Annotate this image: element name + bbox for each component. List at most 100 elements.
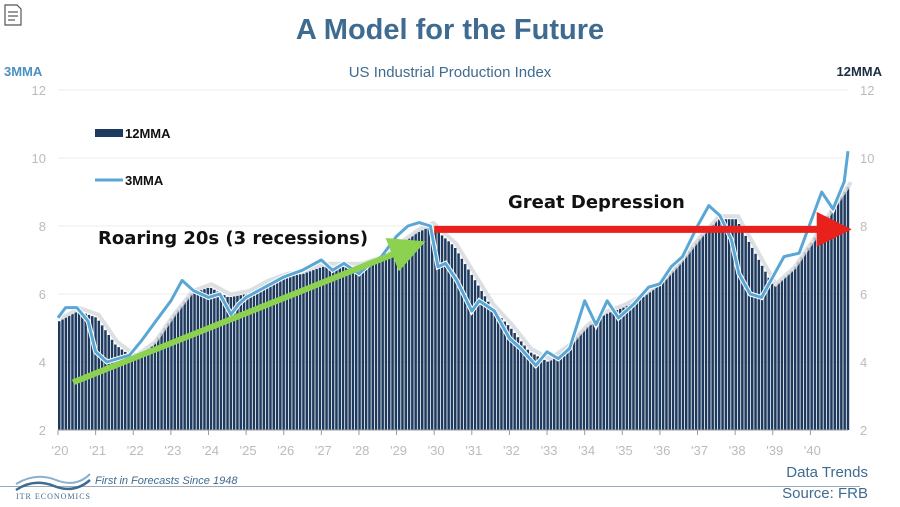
bar-12mma (572, 340, 576, 430)
bar-12mma (61, 319, 64, 430)
bar-12mma (817, 232, 820, 430)
bar-12mma (840, 196, 843, 430)
bar-12mma (190, 293, 193, 430)
bar-12mma (675, 267, 678, 430)
bar-12mma (658, 284, 662, 430)
bar-12mma (252, 290, 256, 430)
bar-12mma (671, 270, 675, 430)
bar-12mma (678, 263, 681, 430)
itr-logo-icon (15, 473, 91, 492)
xtick-label-6: '26 (277, 443, 294, 458)
xtick-label-8: '28 (352, 443, 369, 458)
bar-12mma (562, 350, 566, 430)
bar-12mma (846, 187, 850, 430)
bar-12mma (615, 310, 619, 430)
bar-12mma (635, 300, 638, 430)
bar-12mma (421, 230, 424, 430)
ytick-right-6: 6 (860, 287, 867, 302)
xtick-label-10: '30 (428, 443, 445, 458)
bar-12mma (325, 266, 328, 430)
bar-12mma (751, 247, 754, 430)
bar-12mma (757, 259, 761, 430)
bar-12mma (490, 307, 493, 430)
bar-12mma (770, 283, 774, 430)
green-arrow (71, 237, 426, 386)
bar-12mma (328, 266, 332, 430)
bar-12mma (727, 219, 731, 430)
footer-divider (0, 486, 860, 487)
bar-12mma (704, 231, 708, 430)
bar-12mma (209, 287, 213, 430)
bar-12mma (784, 277, 787, 430)
bar-12mma (800, 257, 803, 430)
bar-12mma (64, 317, 68, 430)
notes-icon[interactable] (4, 4, 22, 26)
bar-12mma (566, 348, 569, 430)
bar-12mma (450, 244, 454, 430)
ytick-right-8: 8 (860, 219, 867, 234)
bar-12mma (533, 354, 536, 430)
bar-12mma (694, 242, 698, 430)
legend-swatch-12mma (95, 129, 123, 137)
bar-12mma (605, 313, 609, 430)
bar-12mma (74, 312, 77, 430)
xtick-label-19: '39 (766, 443, 783, 458)
xtick-label-2: '22 (127, 443, 144, 458)
bar-12mma (269, 282, 272, 430)
bar-12mma (496, 314, 500, 430)
bar-12mma (793, 266, 797, 430)
bar-12mma (734, 219, 737, 430)
bar-12mma (302, 273, 305, 430)
xtick-label-14: '34 (578, 443, 595, 458)
bar-12mma (232, 296, 236, 430)
footer-data-trends: Data Trends (786, 464, 868, 481)
bar-12mma (652, 289, 655, 430)
bar-12mma (120, 349, 124, 430)
bar-12mma (183, 301, 186, 430)
legend-label-12mma: 12MMA (125, 126, 171, 141)
bar-12mma (282, 277, 285, 430)
bar-12mma (777, 283, 780, 430)
bar-12mma (437, 232, 440, 430)
bar-12mma (665, 278, 668, 430)
bar-12mma (440, 235, 444, 430)
bar-12mma (374, 261, 378, 430)
ytick-left-8: 8 (39, 219, 46, 234)
bar-12mma (348, 266, 351, 430)
bar-12mma (355, 266, 358, 430)
bar-12mma (681, 259, 685, 430)
bar-12mma (503, 321, 506, 430)
bars-12mma (58, 181, 853, 430)
xtick-label-3: '23 (164, 443, 181, 458)
bar-12mma (582, 330, 586, 430)
bar-12mma (586, 327, 589, 430)
bar-12mma (833, 206, 836, 430)
bar-12mma (229, 297, 233, 430)
bar-12mma (176, 310, 180, 430)
bar-12mma (170, 318, 173, 430)
bar-12mma (166, 323, 170, 430)
bar-12mma (708, 228, 711, 430)
xtick-label-7: '27 (315, 443, 332, 458)
bar-12mma (114, 344, 117, 430)
bar-12mma (180, 306, 183, 430)
bar-12mma (553, 357, 556, 430)
bar-12mma (117, 347, 120, 430)
bar-12mma (100, 325, 104, 430)
bar-12mma (711, 224, 714, 430)
ytick-right-12: 12 (860, 83, 874, 98)
annotation-roaring-20s: Roaring 20s (3 recessions) (98, 228, 368, 249)
bar-12mma (71, 314, 74, 430)
bar-12mma (397, 245, 401, 430)
xtick-label-0: '20 (52, 443, 69, 458)
bar-12mma (401, 243, 404, 430)
xtick-label-4: '24 (202, 443, 219, 458)
bar-12mma (543, 359, 546, 430)
footer-source: Source: FRB (782, 485, 868, 502)
bar-12mma (259, 286, 262, 430)
bar-12mma (335, 266, 338, 430)
ytick-left-4: 4 (39, 355, 46, 370)
xtick-label-17: '37 (691, 443, 708, 458)
bar-12mma (546, 361, 549, 430)
